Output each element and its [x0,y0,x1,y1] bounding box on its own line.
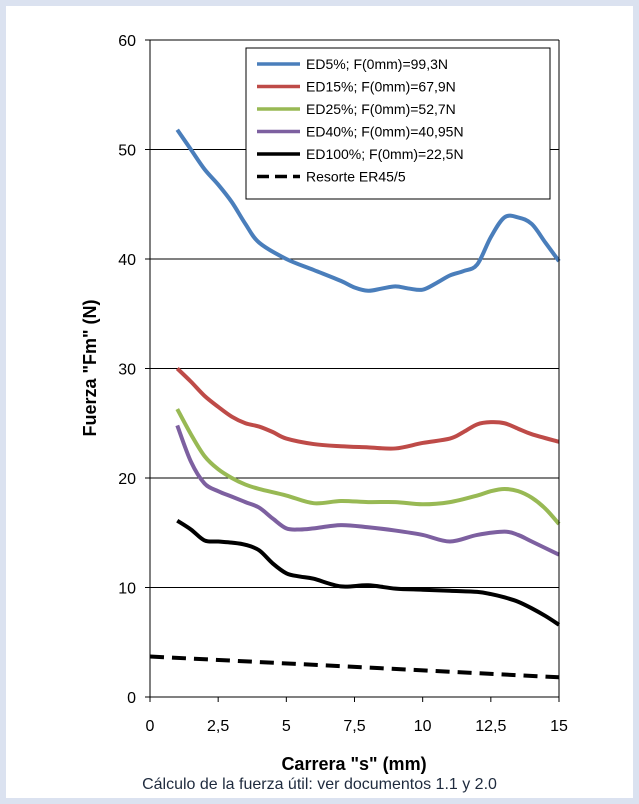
y-tick-label: 50 [118,143,136,160]
series-line-0 [175,128,561,293]
x-tick-labels: 0 2,5 5 7,5 10 12,5 15 [146,718,568,735]
y-tick-label: 10 [118,581,136,598]
x-tick-label: 5 [282,718,291,735]
y-tick-label: 0 [127,690,136,707]
legend-label-2: ED25%; F(0mm)=52,7N [306,101,456,117]
legend-box [245,47,551,200]
y-tick-label: 40 [118,252,136,269]
legend: ED5%; F(0mm)=99,3N ED15%; F(0mm)=67,9N ED2… [245,47,551,200]
y-tick-label: 60 [118,33,136,50]
series-line-1 [175,367,560,451]
legend-label-5: Resorte ER45/5 [306,169,406,185]
x-tick-label: 15 [550,718,568,735]
x-tick-label: 7,5 [343,718,365,735]
y-tick-labels: 0 10 20 30 40 50 60 [118,33,136,707]
y-tick-label: 20 [118,471,136,488]
series-line-5 [149,654,560,680]
x-tick-label: 12,5 [475,718,506,735]
axes [145,39,560,702]
x-axis-label: Carrera "s" (mm) [281,754,426,774]
figure-caption: Cálculo de la fuerza útil: ver documento… [142,776,497,793]
y-axis-label: Fuerza "Fm" (N) [80,299,100,436]
legend-label-4: ED100%; F(0mm)=22,5N [306,146,464,162]
legend-label-0: ED5%; F(0mm)=99,3N [306,56,448,72]
legend-label-1: ED15%; F(0mm)=67,9N [306,79,456,95]
series-line-2 [175,408,561,526]
series-lines [149,128,561,680]
y-tick-label: 30 [118,362,136,379]
series-line-3 [175,424,560,557]
x-tick-label: 2,5 [207,718,229,735]
x-tick-label: 0 [146,718,155,735]
x-tick-label: 10 [414,718,432,735]
legend-label-3: ED40%; F(0mm)=40,95N [306,124,464,140]
series-line-4 [176,519,561,627]
